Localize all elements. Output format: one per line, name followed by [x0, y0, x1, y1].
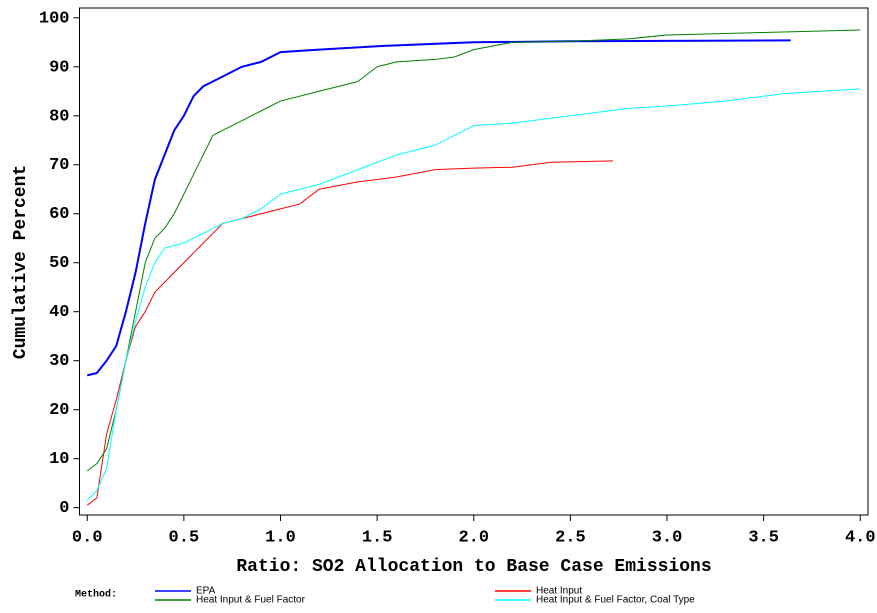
y-tick-label: 60	[49, 205, 69, 224]
legend-label: EPA	[196, 586, 216, 597]
y-tick-label: 100	[39, 9, 70, 28]
x-tick-label: 3.0	[652, 528, 683, 547]
legend-label: Heat Input & Fuel Factor, Coal Type	[536, 595, 695, 606]
y-tick-label: 90	[49, 58, 69, 77]
plot-frame	[79, 7, 869, 516]
y-tick-label: 40	[49, 303, 69, 322]
y-tick-label: 10	[49, 450, 69, 469]
y-tick-label: 70	[49, 156, 69, 175]
x-tick-label: 4.0	[845, 528, 876, 547]
x-axis-label: Ratio: SO2 Allocation to Base Case Emiss…	[236, 557, 711, 577]
y-tick-label: 20	[49, 401, 69, 420]
y-tick-label: 0	[59, 499, 69, 518]
y-axis-label: Cumulative Percent	[11, 165, 31, 359]
series-line	[86, 88, 861, 501]
series-line	[86, 160, 613, 506]
x-tick-label: 1.0	[265, 528, 296, 547]
x-tick-label: 0.5	[169, 528, 200, 547]
legend-label: Heat Input	[536, 586, 582, 597]
x-tick-label: 3.5	[748, 528, 779, 547]
series-line	[86, 29, 861, 472]
x-tick-label: 1.5	[362, 528, 393, 547]
legend-title: Method:	[75, 589, 117, 601]
x-tick-label: 2.5	[555, 528, 586, 547]
y-tick-label: 30	[49, 352, 69, 371]
series-line	[86, 39, 791, 377]
y-tick-label: 80	[49, 107, 69, 126]
legend-label: Heat Input & Fuel Factor	[196, 595, 306, 606]
x-tick-label: 0.0	[72, 528, 103, 547]
y-tick-label: 50	[49, 254, 69, 273]
x-tick-label: 2.0	[458, 528, 489, 547]
